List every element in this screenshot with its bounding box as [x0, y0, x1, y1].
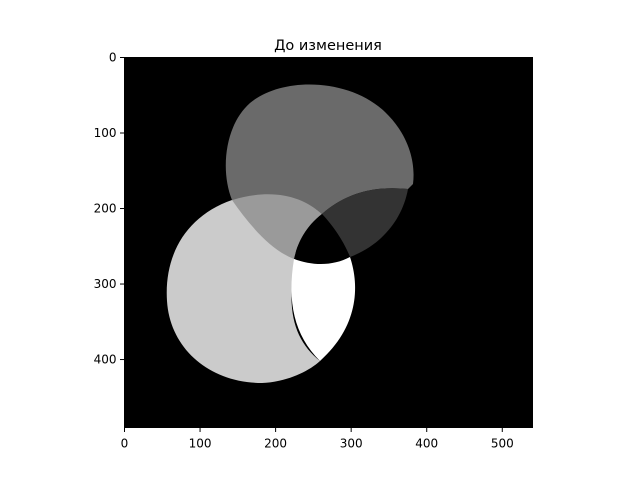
x-tick-label: 400	[415, 437, 438, 451]
x-tick-label: 200	[264, 437, 287, 451]
y-tick-label: 400	[94, 353, 117, 367]
figure-title: До изменения	[274, 38, 382, 54]
center-hole-region	[294, 214, 350, 265]
y-ticks	[120, 57, 125, 361]
y-axis: 0 100 200 300 400	[94, 51, 125, 367]
y-tick-labels: 0 100 200 300 400	[94, 51, 117, 367]
x-tick-label: 100	[189, 437, 212, 451]
x-tick-labels: 0 100 200 300 400 500	[121, 437, 514, 451]
top-circle-region	[225, 84, 414, 214]
x-axis: 0 100 200 300 400 500	[121, 427, 514, 451]
x-ticks	[124, 427, 503, 432]
y-tick-label: 300	[94, 277, 117, 291]
y-tick-label: 200	[94, 202, 117, 216]
x-tick-label: 0	[121, 437, 129, 451]
right-lens-region	[291, 257, 356, 361]
top-right-overlap-region	[322, 188, 408, 257]
image-area	[124, 57, 533, 428]
axes-frame	[124, 57, 533, 428]
x-tick-label: 300	[340, 437, 363, 451]
y-tick-label: 100	[94, 126, 117, 140]
x-tick-label: 500	[491, 437, 514, 451]
y-tick-label: 0	[109, 51, 117, 65]
top-left-overlap-region	[232, 194, 322, 259]
